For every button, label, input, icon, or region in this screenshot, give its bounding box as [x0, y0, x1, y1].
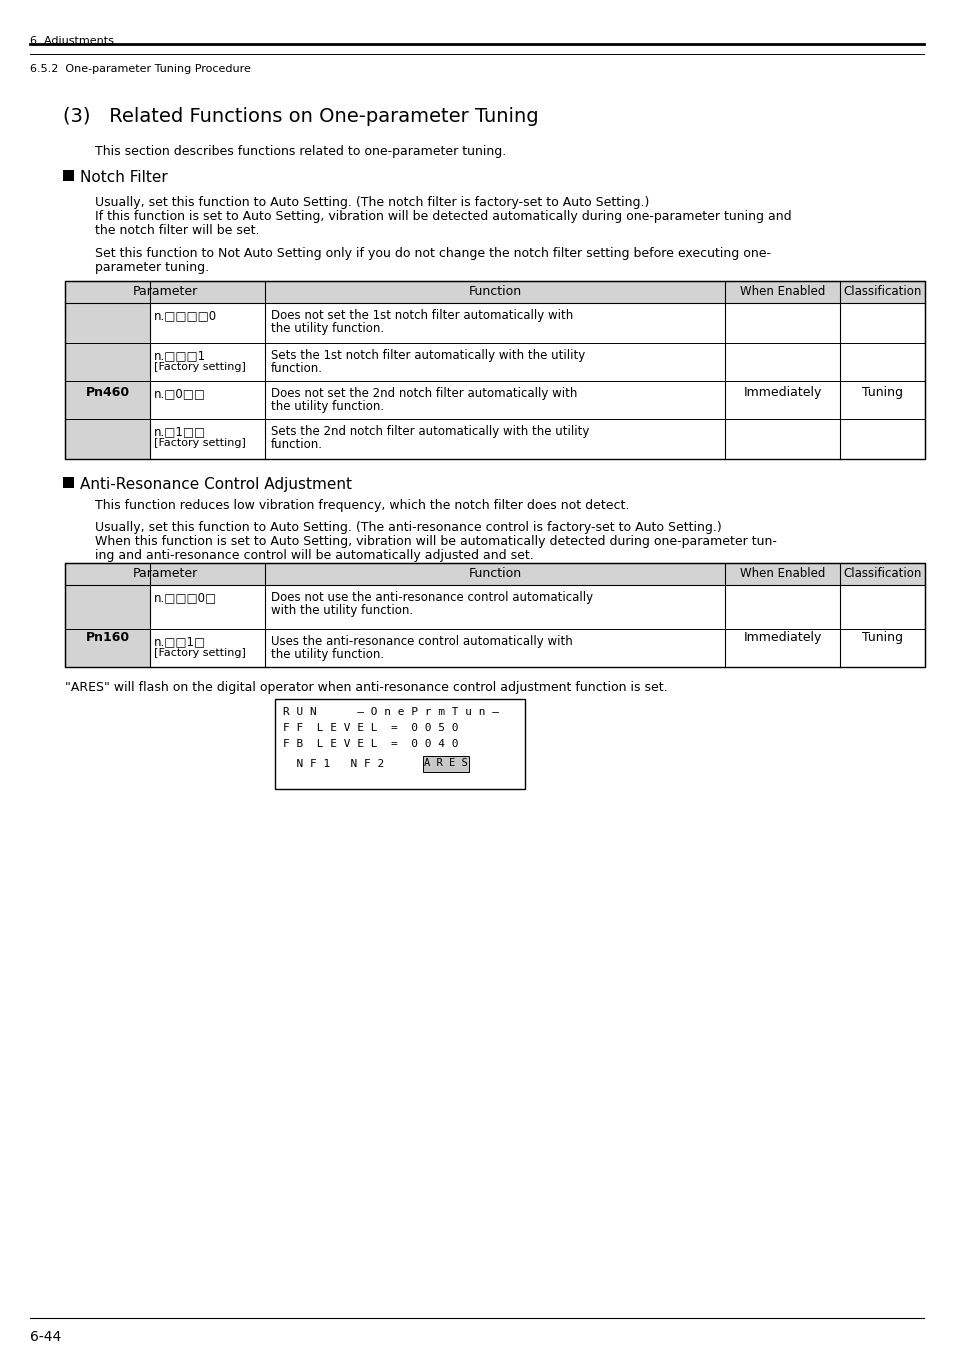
Bar [65, 563, 924, 585]
Text: n.□□□0□: n.□□□0□ [153, 591, 217, 603]
Text: A R E S: A R E S [424, 757, 467, 768]
Bar [65, 281, 924, 459]
Text: the utility function.: the utility function. [271, 400, 384, 413]
Text: Parameter: Parameter [132, 285, 197, 298]
Bar [150, 302, 265, 343]
Text: the notch filter will be set.: the notch filter will be set. [95, 224, 259, 238]
Text: Does not set the 1st notch filter automatically with: Does not set the 1st notch filter automa… [271, 309, 573, 323]
Text: Immediately: Immediately [742, 386, 821, 400]
Text: ing and anti-resonance control will be automatically adjusted and set.: ing and anti-resonance control will be a… [95, 549, 533, 562]
Text: F F  L E V E L  =  0 0 5 0: F F L E V E L = 0 0 5 0 [283, 724, 458, 733]
Text: This section describes functions related to one-parameter tuning.: This section describes functions related… [95, 144, 506, 158]
Bar [150, 585, 265, 629]
Text: (3)   Related Functions on One-parameter Tuning: (3) Related Functions on One-parameter T… [63, 107, 538, 126]
Text: When Enabled: When Enabled [739, 285, 824, 298]
Text: 6-44: 6-44 [30, 1330, 61, 1345]
Text: [Factory setting]: [Factory setting] [153, 648, 246, 657]
Text: This function reduces low vibration frequency, which the notch filter does not d: This function reduces low vibration freq… [95, 500, 629, 512]
Bar [265, 585, 924, 667]
Text: Uses the anti-resonance control automatically with: Uses the anti-resonance control automati… [271, 634, 572, 648]
Text: parameter tuning.: parameter tuning. [95, 261, 209, 274]
Text: Tuning: Tuning [862, 630, 902, 644]
Text: When Enabled: When Enabled [739, 567, 824, 580]
Text: [Factory setting]: [Factory setting] [153, 437, 246, 448]
Text: n.□□1□: n.□□1□ [153, 634, 206, 648]
Text: Tuning: Tuning [862, 386, 902, 400]
Text: Sets the 1st notch filter automatically with the utility: Sets the 1st notch filter automatically … [271, 350, 584, 362]
Text: 6  Adjustments: 6 Adjustments [30, 36, 113, 46]
Text: n.□1□□: n.□1□□ [153, 425, 206, 437]
Text: with the utility function.: with the utility function. [271, 603, 413, 617]
Text: function.: function. [271, 362, 323, 375]
Text: the utility function.: the utility function. [271, 323, 384, 335]
Text: Does not set the 2nd notch filter automatically with: Does not set the 2nd notch filter automa… [271, 387, 577, 400]
Text: "ARES" will flash on the digital operator when anti-resonance control adjustment: "ARES" will flash on the digital operato… [65, 680, 667, 694]
Text: Classification: Classification [842, 285, 921, 298]
Bar [265, 302, 924, 459]
Text: N F 1   N F 2: N F 1 N F 2 [283, 759, 384, 769]
Text: function.: function. [271, 437, 323, 451]
Text: F B  L E V E L  =  0 0 4 0: F B L E V E L = 0 0 4 0 [283, 738, 458, 749]
Text: Usually, set this function to Auto Setting. (The notch filter is factory-set to : Usually, set this function to Auto Setti… [95, 196, 649, 209]
Bar [63, 170, 74, 181]
Bar [65, 302, 265, 459]
Text: Immediately: Immediately [742, 630, 821, 644]
Text: 6.5.2  One-parameter Tuning Procedure: 6.5.2 One-parameter Tuning Procedure [30, 63, 251, 74]
Text: Classification: Classification [842, 567, 921, 580]
Bar [150, 381, 265, 418]
Text: Does not use the anti-resonance control automatically: Does not use the anti-resonance control … [271, 591, 593, 603]
Text: R U N      — O n e P r m T u n —: R U N — O n e P r m T u n — [283, 707, 498, 717]
Text: If this function is set to Auto Setting, vibration will be detected automaticall: If this function is set to Auto Setting,… [95, 211, 791, 223]
Text: Usually, set this function to Auto Setting. (The anti-resonance control is facto: Usually, set this function to Auto Setti… [95, 521, 721, 535]
Bar [65, 281, 924, 302]
Bar [274, 699, 524, 788]
Text: n.□0□□: n.□0□□ [153, 387, 206, 400]
Text: Notch Filter: Notch Filter [80, 170, 168, 185]
Bar [150, 629, 265, 667]
Bar [150, 418, 265, 459]
Text: the utility function.: the utility function. [271, 648, 384, 662]
Text: Sets the 2nd notch filter automatically with the utility: Sets the 2nd notch filter automatically … [271, 425, 589, 437]
Text: [Factory setting]: [Factory setting] [153, 362, 246, 373]
Bar [150, 343, 265, 381]
Text: Anti-Resonance Control Adjustment: Anti-Resonance Control Adjustment [80, 477, 352, 491]
Text: Pn460: Pn460 [86, 386, 130, 400]
Text: Pn160: Pn160 [86, 630, 130, 644]
Text: Parameter: Parameter [132, 567, 197, 580]
Text: Function: Function [468, 285, 521, 298]
Bar [65, 563, 924, 667]
Bar [65, 585, 265, 667]
Text: Function: Function [468, 567, 521, 580]
Bar [63, 477, 74, 487]
Text: Set this function to Not Auto Setting only if you do not change the notch filter: Set this function to Not Auto Setting on… [95, 247, 770, 261]
Text: When this function is set to Auto Setting, vibration will be automatically detec: When this function is set to Auto Settin… [95, 535, 776, 548]
Text: n.□□□1: n.□□□1 [153, 350, 206, 362]
Text: n.□□□□0: n.□□□□0 [153, 309, 217, 323]
Bar [422, 756, 469, 772]
